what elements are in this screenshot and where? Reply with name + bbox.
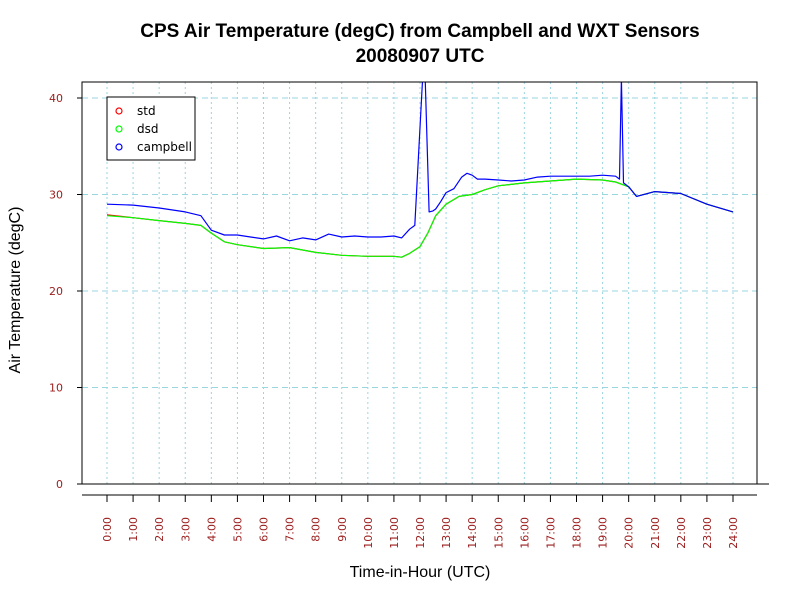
y-tick-label: 30	[49, 189, 63, 202]
x-tick-label: 6:00	[258, 517, 271, 542]
x-tick-label: 8:00	[310, 517, 323, 542]
series-line-campbell	[106, 82, 734, 242]
plot-area	[106, 82, 734, 258]
y-tick-label: 0	[56, 478, 63, 491]
axes	[77, 81, 769, 502]
y-tick-label: 10	[49, 382, 63, 395]
x-tick-label: 7:00	[284, 517, 297, 542]
legend-label-dsd: dsd	[137, 122, 159, 136]
x-tick-label: 4:00	[205, 517, 218, 542]
legend-label-campbell: campbell	[137, 140, 192, 154]
x-tick-label: 9:00	[336, 517, 349, 542]
legend: std dsd campbell	[106, 96, 196, 161]
plot-frame	[81, 81, 758, 484]
x-tick-label: 21:00	[649, 517, 662, 549]
chart-title: CPS Air Temperature (degC) from Campbell…	[140, 21, 700, 42]
x-tick-label: 14:00	[466, 517, 479, 549]
x-tick-label: 11:00	[388, 517, 401, 549]
x-tick-label: 12:00	[414, 517, 427, 549]
x-tick-label: 1:00	[127, 517, 140, 542]
series-line-dsd	[106, 178, 734, 258]
legend-label-std: std	[137, 104, 156, 118]
x-axis-label: Time-in-Hour (UTC)	[350, 564, 491, 581]
x-tick-label: 18:00	[571, 517, 584, 549]
x-tick-label: 16:00	[518, 517, 531, 549]
y-tick-label: 40	[49, 92, 63, 105]
tick-labels: 0 10 20 30 40 0:00 1:00 2:00 3:00 4:00 5:00 6:00 7:0…	[49, 92, 740, 549]
x-tick-label: 19:00	[597, 517, 610, 549]
x-tick-label: 24:00	[727, 517, 740, 549]
chart-subtitle: 20080907 UTC	[356, 46, 485, 67]
legend-marker-campbell	[115, 143, 123, 151]
x-tick-label: 10:00	[362, 517, 375, 549]
x-tick-label: 5:00	[231, 517, 244, 542]
legend-marker-dsd	[115, 125, 123, 133]
x-tick-label: 15:00	[492, 517, 505, 549]
x-tick-label: 17:00	[544, 517, 557, 549]
y-tick-label: 20	[49, 285, 63, 298]
x-tick-label: 0:00	[101, 517, 114, 542]
x-tick-label: 22:00	[675, 517, 688, 549]
y-axis-label: Air Temperature (degC)	[7, 207, 24, 374]
x-tick-label: 23:00	[701, 517, 714, 549]
x-tick-label: 13:00	[440, 517, 453, 549]
x-tick-label: 2:00	[153, 517, 166, 542]
grid-lines	[82, 82, 757, 485]
x-tick-label: 20:00	[623, 517, 636, 549]
legend-marker-std	[115, 107, 123, 115]
x-tick-label: 3:00	[179, 517, 192, 542]
